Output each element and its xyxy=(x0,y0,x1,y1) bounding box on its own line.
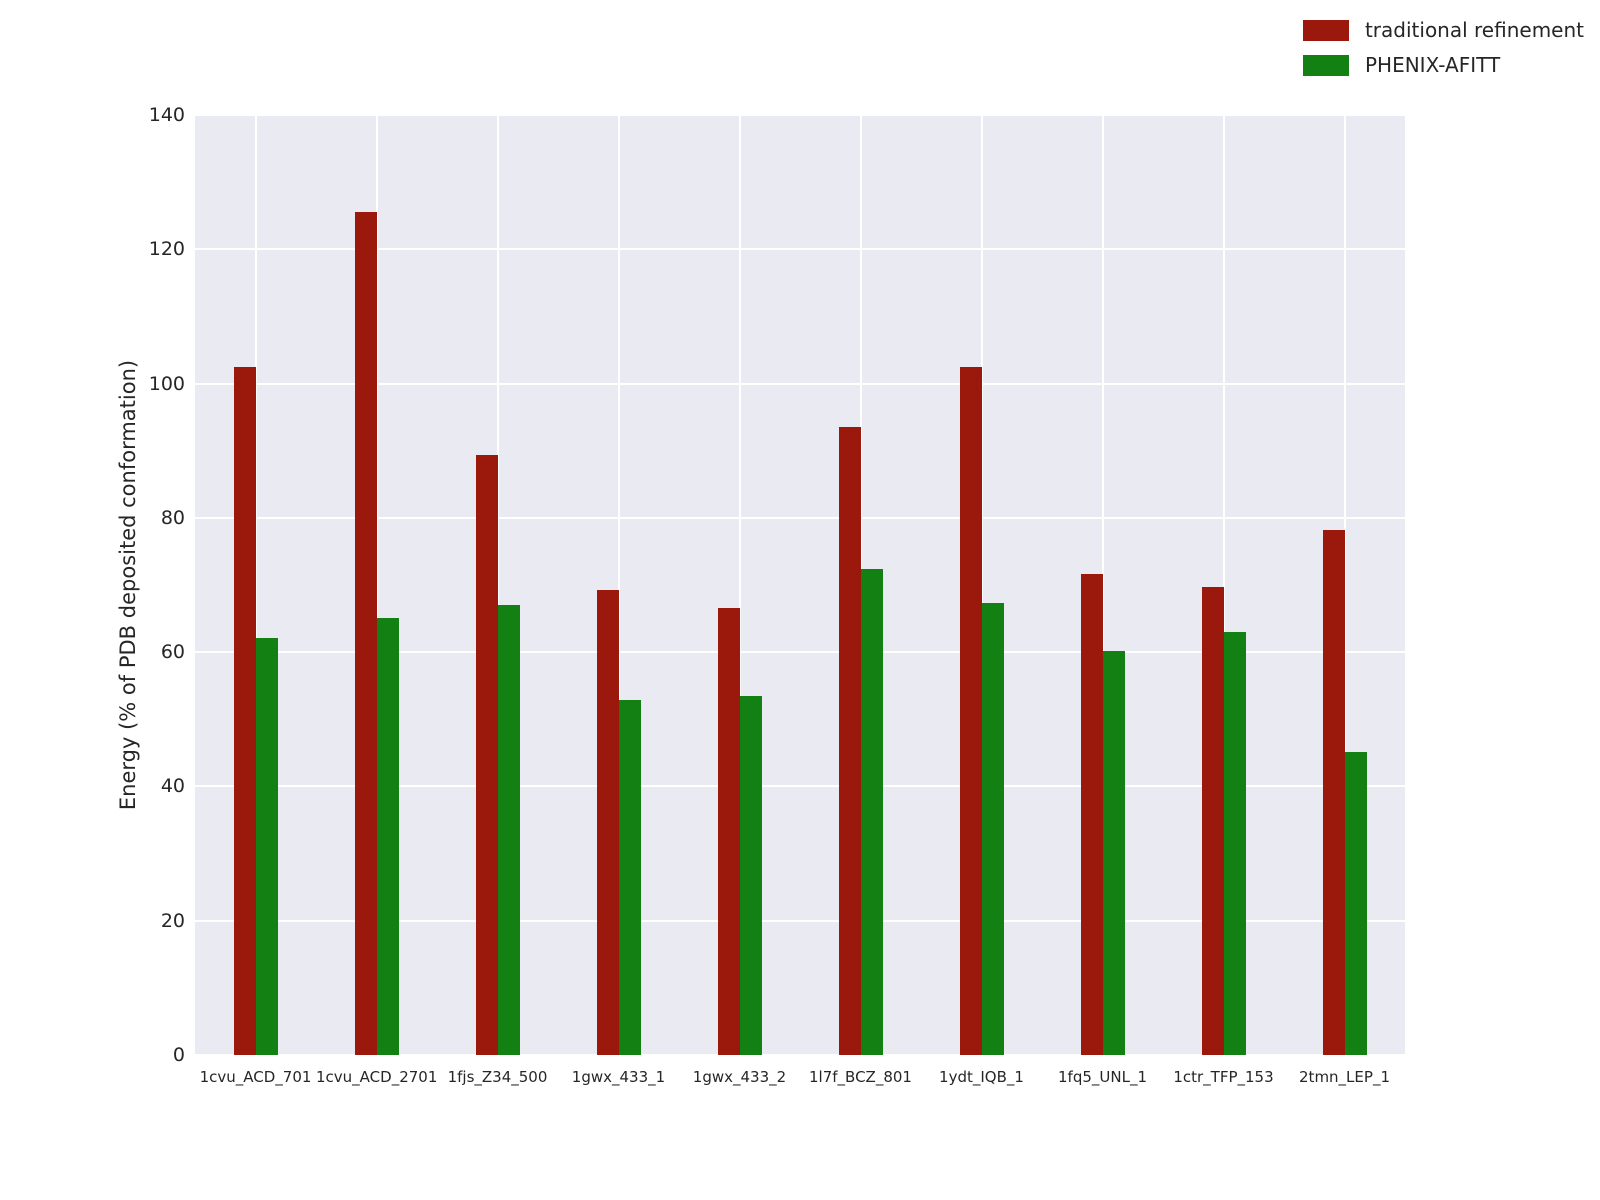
legend-label-phenix-afitt: PHENIX-AFITT xyxy=(1364,53,1501,77)
h-gridline-40 xyxy=(195,785,1405,788)
bar-traditional-refinement-1fq5_UNL_1 xyxy=(1080,574,1103,1055)
v-gridline-1cvu_ACD_2701 xyxy=(375,115,378,1055)
legend-entry-traditional-refinement: traditional refinement xyxy=(1302,18,1584,42)
bar-traditional-refinement-1fjs_Z34_500 xyxy=(475,455,498,1055)
v-gridline-2tmn_LEP_1 xyxy=(1343,115,1346,1055)
h-gridline-140 xyxy=(195,114,1405,116)
bar-phenix-afitt-2tmn_LEP_1 xyxy=(1344,751,1367,1055)
plot-area xyxy=(195,114,1405,1056)
h-gridline-0 xyxy=(195,1054,1405,1056)
h-gridline-120 xyxy=(195,248,1405,251)
legend: traditional refinement PHENIX-AFITT xyxy=(1302,18,1584,77)
x-tick-label-1cvu_ACD_2701: 1cvu_ACD_2701 xyxy=(316,1068,438,1086)
bar-phenix-afitt-1cvu_ACD_2701 xyxy=(376,617,399,1055)
y-tick-label-120: 120 xyxy=(148,238,185,261)
bar-traditional-refinement-1cvu_ACD_701 xyxy=(233,366,256,1055)
bar-phenix-afitt-1gwx_433_2 xyxy=(739,695,762,1055)
h-gridline-80 xyxy=(195,516,1405,519)
bar-phenix-afitt-1fq5_UNL_1 xyxy=(1102,651,1125,1055)
v-gridline-1gwx_433_1 xyxy=(617,115,620,1055)
bar-phenix-afitt-1gwx_433_1 xyxy=(618,699,641,1055)
bar-phenix-afitt-1ydt_IQB_1 xyxy=(981,603,1004,1055)
v-gridline-1ydt_IQB_1 xyxy=(980,115,983,1055)
v-gridline-1ctr_TFP_153 xyxy=(1222,115,1225,1055)
bar-traditional-refinement-1gwx_433_1 xyxy=(596,589,619,1055)
bar-traditional-refinement-1gwx_433_2 xyxy=(717,607,740,1055)
bar-phenix-afitt-1ctr_TFP_153 xyxy=(1223,632,1246,1055)
x-tick-label-1gwx_433_1: 1gwx_433_1 xyxy=(571,1068,666,1086)
y-tick-label-0: 0 xyxy=(172,1044,185,1066)
v-gridline-1fjs_Z34_500 xyxy=(496,115,499,1055)
legend-swatch-traditional-refinement xyxy=(1302,19,1349,41)
h-gridline-100 xyxy=(195,382,1405,385)
v-gridline-1gwx_433_2 xyxy=(738,115,741,1055)
h-gridline-20 xyxy=(195,919,1405,922)
y-tick-label-140: 140 xyxy=(148,104,185,126)
h-gridline-60 xyxy=(195,651,1405,654)
bar-phenix-afitt-1l7f_BCZ_801 xyxy=(860,568,883,1055)
legend-entry-phenix-afitt: PHENIX-AFITT xyxy=(1302,53,1584,77)
bar-traditional-refinement-2tmn_LEP_1 xyxy=(1322,529,1345,1055)
bar-phenix-afitt-1fjs_Z34_500 xyxy=(497,605,520,1055)
y-tick-label-80: 80 xyxy=(160,506,185,529)
v-gridline-1fq5_UNL_1 xyxy=(1101,115,1104,1055)
x-tick-label-1l7f_BCZ_801: 1l7f_BCZ_801 xyxy=(809,1068,912,1086)
y-tick-label-100: 100 xyxy=(148,372,185,395)
legend-label-traditional-refinement: traditional refinement xyxy=(1364,18,1584,42)
y-tick-label-40: 40 xyxy=(160,775,185,798)
x-tick-label-1ydt_IQB_1: 1ydt_IQB_1 xyxy=(939,1068,1024,1086)
bar-traditional-refinement-1l7f_BCZ_801 xyxy=(838,427,861,1055)
y-axis-label: Energy (% of PDB deposited conformation) xyxy=(116,359,140,811)
x-tick-label-1fq5_UNL_1: 1fq5_UNL_1 xyxy=(1058,1068,1147,1086)
v-gridline-1cvu_ACD_701 xyxy=(254,115,257,1055)
legend-swatch-phenix-afitt xyxy=(1302,54,1349,76)
x-tick-label-1fjs_Z34_500: 1fjs_Z34_500 xyxy=(447,1068,548,1086)
y-tick-label-60: 60 xyxy=(160,641,185,664)
y-tick-label-20: 20 xyxy=(160,909,185,932)
x-tick-label-1ctr_TFP_153: 1ctr_TFP_153 xyxy=(1173,1068,1274,1086)
x-tick-label-1cvu_ACD_701: 1cvu_ACD_701 xyxy=(199,1068,312,1086)
x-tick-label-2tmn_LEP_1: 2tmn_LEP_1 xyxy=(1299,1068,1390,1086)
x-tick-label-1gwx_433_2: 1gwx_433_2 xyxy=(692,1068,787,1086)
bar-traditional-refinement-1ctr_TFP_153 xyxy=(1201,587,1224,1055)
bar-traditional-refinement-1cvu_ACD_2701 xyxy=(354,212,377,1055)
bar-traditional-refinement-1ydt_IQB_1 xyxy=(959,366,982,1055)
bar-phenix-afitt-1cvu_ACD_701 xyxy=(255,638,278,1055)
